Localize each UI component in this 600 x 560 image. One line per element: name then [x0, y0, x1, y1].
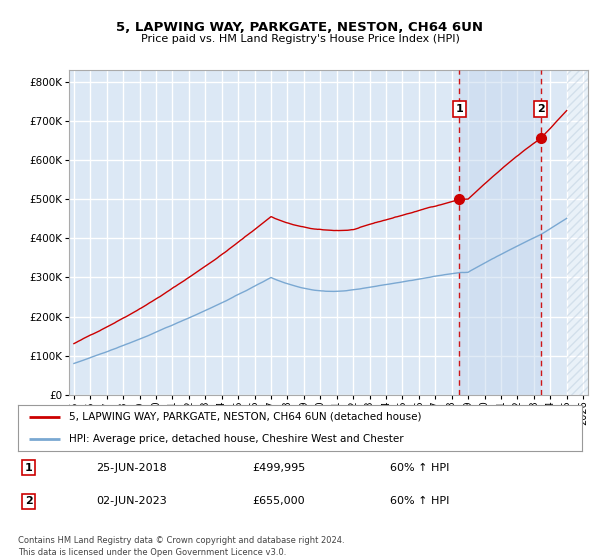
- Text: Price paid vs. HM Land Registry's House Price Index (HPI): Price paid vs. HM Land Registry's House …: [140, 34, 460, 44]
- Text: HPI: Average price, detached house, Cheshire West and Chester: HPI: Average price, detached house, Ches…: [69, 434, 403, 444]
- Text: 60% ↑ HPI: 60% ↑ HPI: [390, 496, 449, 506]
- Text: £499,995: £499,995: [252, 463, 305, 473]
- Text: 25-JUN-2018: 25-JUN-2018: [96, 463, 167, 473]
- Text: 2: 2: [25, 496, 32, 506]
- Bar: [460, 70, 541, 395]
- Text: 02-JUN-2023: 02-JUN-2023: [96, 496, 167, 506]
- Text: 5, LAPWING WAY, PARKGATE, NESTON, CH64 6UN: 5, LAPWING WAY, PARKGATE, NESTON, CH64 6…: [116, 21, 484, 34]
- Text: Contains HM Land Registry data © Crown copyright and database right 2024.
This d: Contains HM Land Registry data © Crown c…: [18, 536, 344, 557]
- Text: 1: 1: [25, 463, 32, 473]
- Text: 5, LAPWING WAY, PARKGATE, NESTON, CH64 6UN (detached house): 5, LAPWING WAY, PARKGATE, NESTON, CH64 6…: [69, 412, 421, 422]
- Text: £655,000: £655,000: [252, 496, 305, 506]
- Text: 1: 1: [455, 104, 463, 114]
- Text: 60% ↑ HPI: 60% ↑ HPI: [390, 463, 449, 473]
- Bar: [566, 70, 588, 395]
- Text: 2: 2: [537, 104, 545, 114]
